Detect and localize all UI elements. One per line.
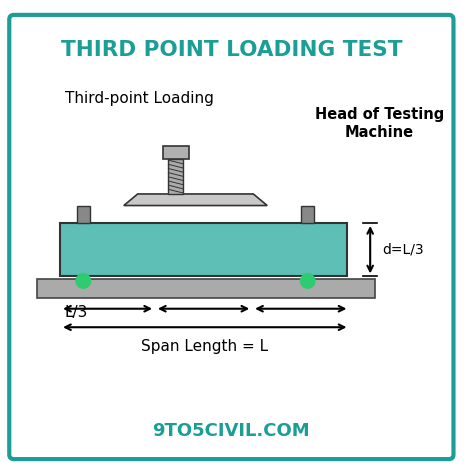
Bar bbox=[168, 159, 183, 194]
Circle shape bbox=[76, 273, 91, 288]
Bar bbox=[301, 206, 314, 223]
Bar bbox=[60, 223, 347, 276]
Bar bbox=[163, 146, 189, 159]
Circle shape bbox=[301, 273, 315, 288]
Text: THIRD POINT LOADING TEST: THIRD POINT LOADING TEST bbox=[61, 40, 402, 60]
Bar bbox=[37, 279, 375, 298]
Text: 9TO5CIVIL.COM: 9TO5CIVIL.COM bbox=[153, 422, 310, 440]
Polygon shape bbox=[124, 194, 267, 206]
Text: Head of Testing
Machine: Head of Testing Machine bbox=[315, 108, 444, 140]
Text: Span Length = L: Span Length = L bbox=[141, 339, 268, 354]
Bar bbox=[77, 206, 90, 223]
Text: L/3: L/3 bbox=[65, 305, 88, 320]
Text: d=L/3: d=L/3 bbox=[382, 243, 423, 257]
FancyBboxPatch shape bbox=[9, 15, 454, 459]
Text: Third-point Loading: Third-point Loading bbox=[65, 91, 214, 106]
